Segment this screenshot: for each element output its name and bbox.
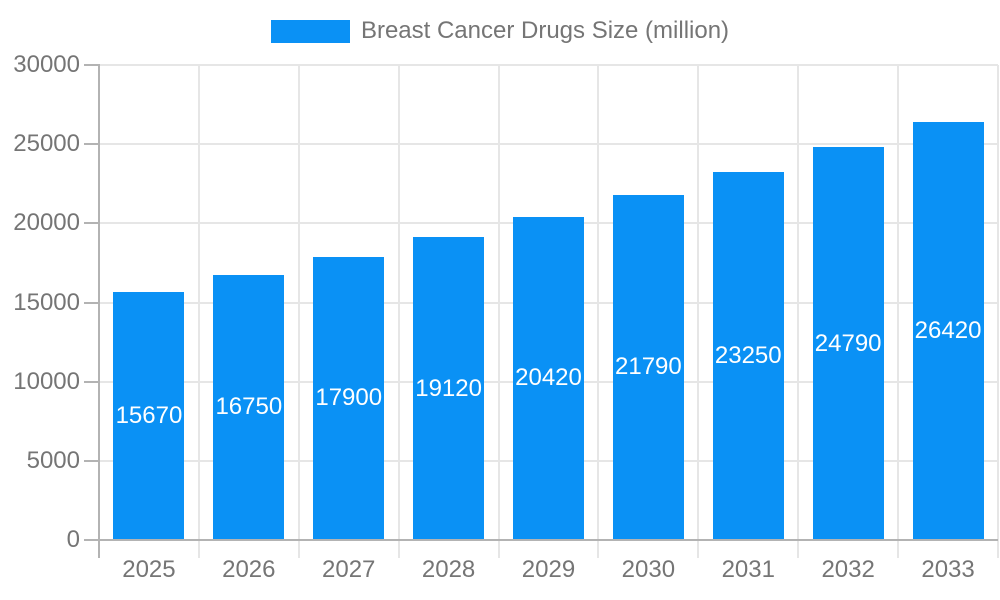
gridline-vertical: [697, 65, 700, 558]
y-axis-tick: [84, 301, 99, 304]
x-axis-tick-label: 2026: [222, 556, 276, 583]
bar-value-label: 19120: [415, 374, 482, 402]
bar[interactable]: [413, 237, 485, 540]
y-axis-tick: [84, 459, 99, 462]
gridline-vertical: [897, 65, 900, 558]
legend-swatch-icon: [270, 19, 350, 43]
bar[interactable]: [712, 171, 784, 540]
x-axis-tick-label: 2030: [621, 556, 676, 583]
y-axis-tick: [84, 64, 99, 66]
y-axis-tick: [84, 380, 99, 383]
y-axis-tick-label: 20000: [13, 209, 80, 237]
bar[interactable]: [612, 194, 684, 540]
gridline-vertical: [497, 65, 500, 558]
x-axis-line: [84, 539, 998, 541]
gridline-horizontal: [99, 143, 998, 146]
x-axis-tick-label: 2027: [322, 556, 376, 583]
bar-value-label: 24790: [814, 329, 882, 357]
y-axis-tick-label: 0: [66, 526, 80, 553]
bar[interactable]: [313, 256, 385, 540]
bar[interactable]: [513, 216, 584, 540]
bar[interactable]: [812, 147, 884, 540]
bar-value-label: 23250: [714, 341, 782, 369]
x-axis-tick-label: 2031: [721, 556, 775, 583]
y-axis-tick-label: 25000: [13, 130, 80, 158]
y-axis-tick-label: 30000: [13, 51, 80, 78]
gridline-vertical: [297, 65, 300, 558]
y-axis-tick-label: 15000: [13, 288, 80, 316]
gridline-vertical: [797, 65, 800, 558]
legend-label: Breast Cancer Drugs Size (million): [360, 17, 730, 44]
gridline-vertical: [997, 65, 999, 558]
bar-value-label: 20420: [515, 364, 582, 392]
bar[interactable]: [213, 274, 285, 540]
x-axis-tick-label: 2032: [821, 556, 875, 583]
y-axis-tick: [84, 222, 99, 225]
bar[interactable]: [912, 121, 984, 540]
y-axis-tick: [84, 143, 99, 146]
x-axis-tick-label: 2033: [921, 556, 975, 583]
x-axis-tick-label: 2028: [421, 556, 476, 583]
y-axis-tick-label: 10000: [13, 367, 80, 395]
bar-value-label: 17900: [315, 384, 383, 412]
bar-value-label: 21790: [615, 353, 682, 381]
gridline-vertical: [197, 65, 200, 558]
gridline-vertical: [397, 65, 400, 558]
y-axis-line: [98, 64, 100, 558]
y-axis-tick-label: 5000: [26, 446, 80, 474]
gridline-horizontal: [99, 64, 998, 66]
bar[interactable]: [113, 291, 185, 540]
x-axis-tick-label: 2029: [521, 556, 576, 583]
gridline-vertical: [597, 65, 600, 558]
x-axis-tick-label: 2025: [122, 556, 176, 583]
bar-value-label: 26420: [914, 316, 982, 344]
bar-value-label: 16750: [215, 393, 283, 421]
legend[interactable]: Breast Cancer Drugs Size (million): [0, 17, 1000, 45]
bar-value-label: 15670: [115, 401, 183, 429]
